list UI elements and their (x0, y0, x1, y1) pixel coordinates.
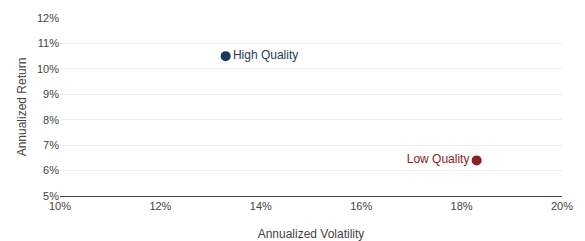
svg-text:High Quality: High Quality (233, 48, 298, 62)
svg-text:12%: 12% (149, 200, 171, 212)
svg-text:20%: 20% (551, 200, 573, 212)
svg-text:Low Quality: Low Quality (407, 152, 470, 166)
svg-text:9%: 9% (43, 88, 59, 100)
svg-text:5%: 5% (43, 190, 59, 202)
svg-text:16%: 16% (350, 200, 372, 212)
svg-text:11%: 11% (38, 37, 59, 49)
svg-text:6%: 6% (43, 164, 59, 176)
svg-text:12%: 12% (37, 12, 59, 24)
svg-text:Annualized Volatility: Annualized Volatility (258, 227, 365, 241)
svg-text:18%: 18% (451, 200, 473, 212)
svg-text:8%: 8% (43, 114, 59, 126)
svg-text:10%: 10% (37, 63, 59, 75)
svg-text:10%: 10% (49, 200, 71, 212)
svg-text:14%: 14% (250, 200, 272, 212)
svg-text:Annualized Return: Annualized Return (15, 58, 29, 157)
svg-text:7%: 7% (43, 139, 59, 151)
